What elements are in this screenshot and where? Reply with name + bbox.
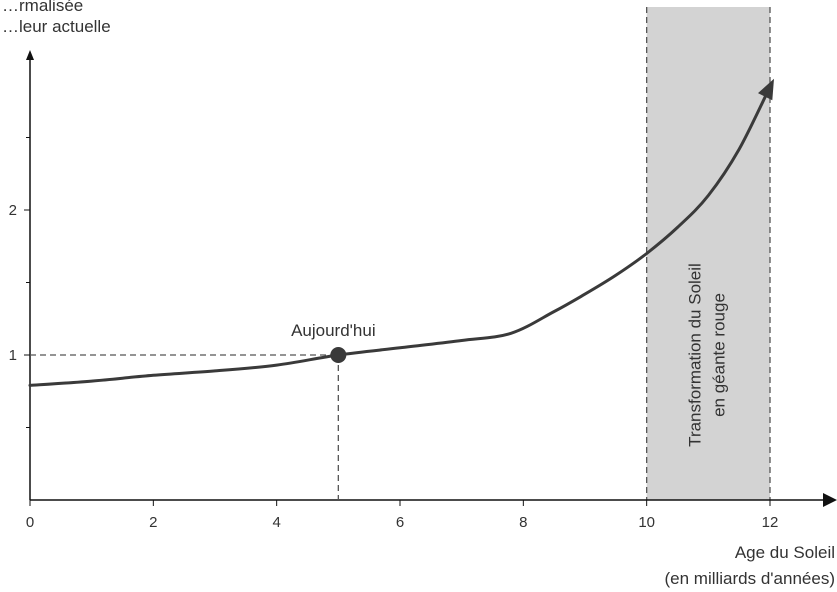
x-tick-label: 6 [396, 514, 404, 531]
y-tick-label: 1 [9, 347, 17, 364]
x-axis-title-line-1: Age du Soleil [735, 543, 835, 562]
curve-arrowhead [758, 78, 774, 101]
y-axis-arrowhead [26, 50, 34, 60]
guides-group [30, 354, 339, 500]
x-tick-label: 0 [26, 514, 34, 531]
x-tick-label: 12 [762, 514, 779, 531]
y-axis-title-line-1: …rmalisée [2, 0, 83, 15]
y-axis-title-line-2: …leur actuelle [2, 17, 111, 36]
red-giant-label: Transformation du Soleil en géante rouge [685, 263, 728, 447]
today-annotation: Aujourd'hui [291, 321, 376, 340]
today-point [330, 347, 347, 363]
x-tick-label: 4 [272, 514, 280, 531]
red-giant-band [646, 7, 770, 500]
series-group [28, 78, 774, 387]
x-axis-title-line-2: (en milliards d'années) [665, 569, 836, 588]
x-tick-label: 8 [519, 514, 527, 531]
red-giant-label-line-1: Transformation du Soleil [685, 263, 704, 447]
luminosity-curve [28, 85, 772, 387]
red-giant-label-line-2: en géante rouge [709, 293, 728, 417]
x-tick-label: 2 [149, 514, 157, 531]
x-tick-label: 10 [638, 514, 655, 531]
y-tick-label: 2 [9, 202, 17, 219]
red-giant-region-group [646, 7, 771, 500]
x-axis-arrowhead [823, 493, 837, 507]
